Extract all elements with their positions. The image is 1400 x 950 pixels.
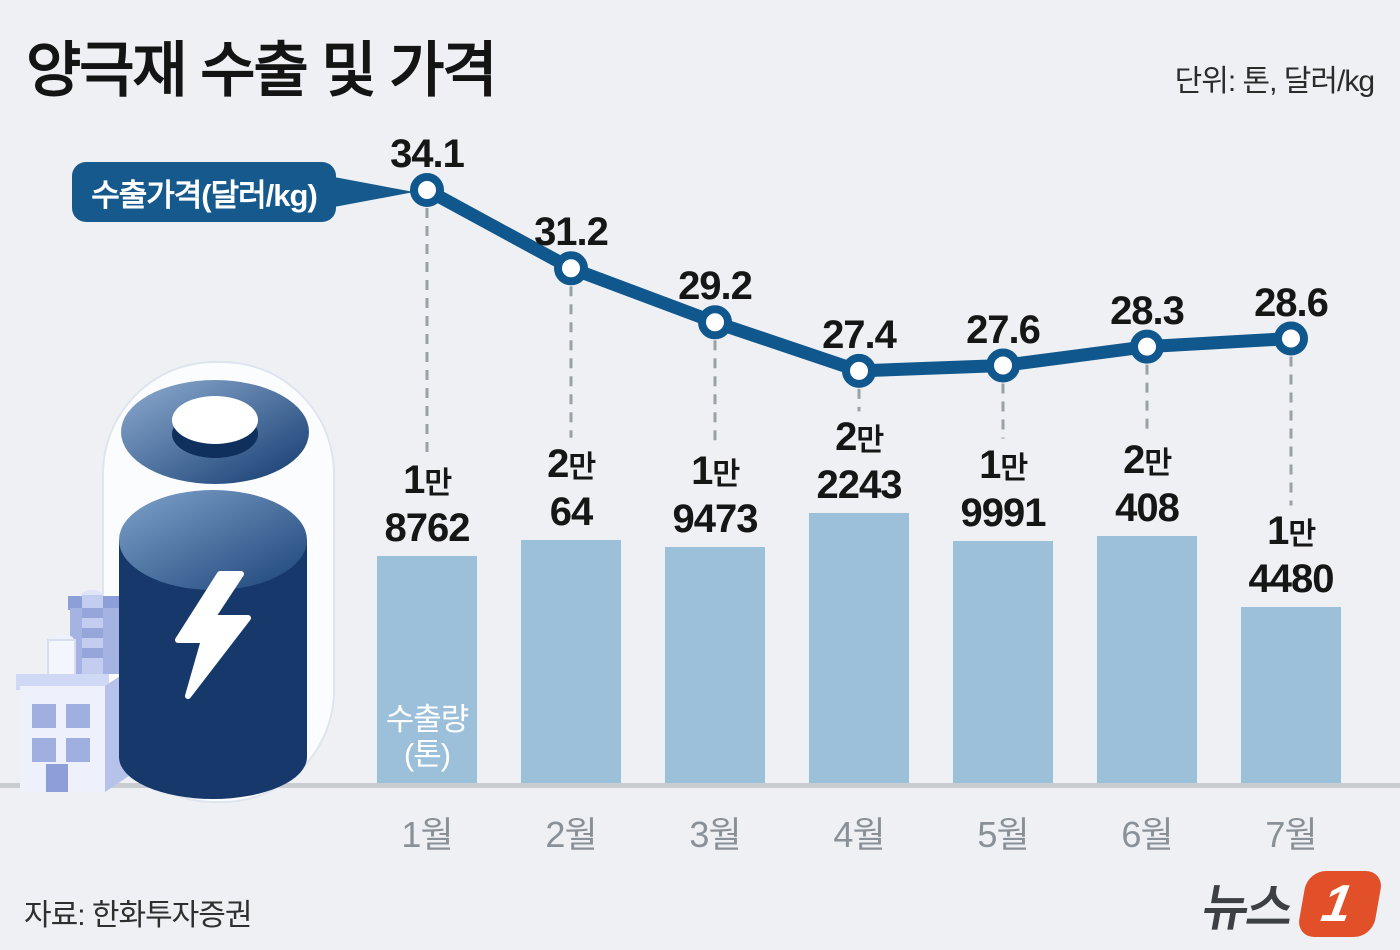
page-title: 양극재 수출 및 가격 (26, 37, 498, 104)
volume-bar-4월 (809, 513, 909, 783)
month-tick-label: 3월 (689, 814, 741, 855)
month-tick-label: 1월 (401, 814, 453, 855)
volume-value-label: 2만 2243 (816, 415, 903, 508)
price-data-point (986, 348, 1020, 383)
volume-bar-6월 (1097, 535, 1197, 783)
source-credit: 자료: 한화투자증권 (24, 899, 252, 932)
volume-axis-label: 수출량 (톤) (385, 702, 470, 772)
battery-factory-illustration (16, 361, 335, 803)
volume-value-label: 2만 408 (1115, 437, 1180, 530)
volume-bar-7월 (1241, 607, 1341, 783)
price-value-label: 28.3 (1110, 288, 1185, 333)
month-tick-label: 7월 (1265, 814, 1317, 855)
volume-value-label: 2만 64 (547, 441, 596, 534)
price-data-point (842, 353, 876, 388)
price-series-callout: 수출가격(달러/kg) (72, 162, 414, 222)
price-data-point (410, 173, 444, 207)
volume-value-label: 1만 4480 (1248, 509, 1335, 602)
price-value-label: 29.2 (678, 264, 753, 309)
x-axis-line (0, 783, 1400, 788)
news1-logo: 뉴스 1 (1198, 868, 1384, 940)
lightning-bolt-icon (175, 571, 251, 699)
volume-value-label: 1만 8762 (384, 457, 471, 550)
price-data-point (554, 251, 588, 286)
price-data-point (698, 305, 732, 340)
volume-bar-1월 (377, 555, 477, 783)
price-value-label: 34.1 (390, 132, 465, 176)
price-data-point (1130, 329, 1164, 364)
price-value-label: 31.2 (534, 210, 609, 255)
battery-icon (119, 380, 309, 799)
unit-label: 단위: 톤, 달러/kg (1174, 65, 1375, 98)
volume-value-label: 1만 9473 (672, 448, 759, 541)
volume-bar-2월 (521, 539, 621, 783)
news1-logo-badge: 1 (1296, 871, 1384, 937)
month-tick-label: 4월 (833, 814, 885, 855)
price-value-label: 27.4 (822, 312, 897, 357)
news1-logo-text: 뉴스 (1198, 880, 1297, 936)
price-data-point (1274, 321, 1308, 356)
volume-value-label: 1만 9991 (960, 442, 1047, 535)
price-value-label: 27.6 (966, 307, 1041, 352)
month-tick-label: 2월 (545, 814, 597, 855)
news1-logo-digit: 1 (1317, 875, 1357, 933)
volume-bar-5월 (953, 540, 1053, 783)
month-tick-label: 5월 (977, 814, 1029, 855)
price-series-callout-label: 수출가격(달러/kg) (91, 177, 318, 213)
volume-bar-3월 (665, 546, 765, 783)
factory-icon (16, 590, 135, 792)
month-tick-label: 6월 (1121, 814, 1173, 855)
price-value-label: 28.6 (1254, 280, 1329, 325)
